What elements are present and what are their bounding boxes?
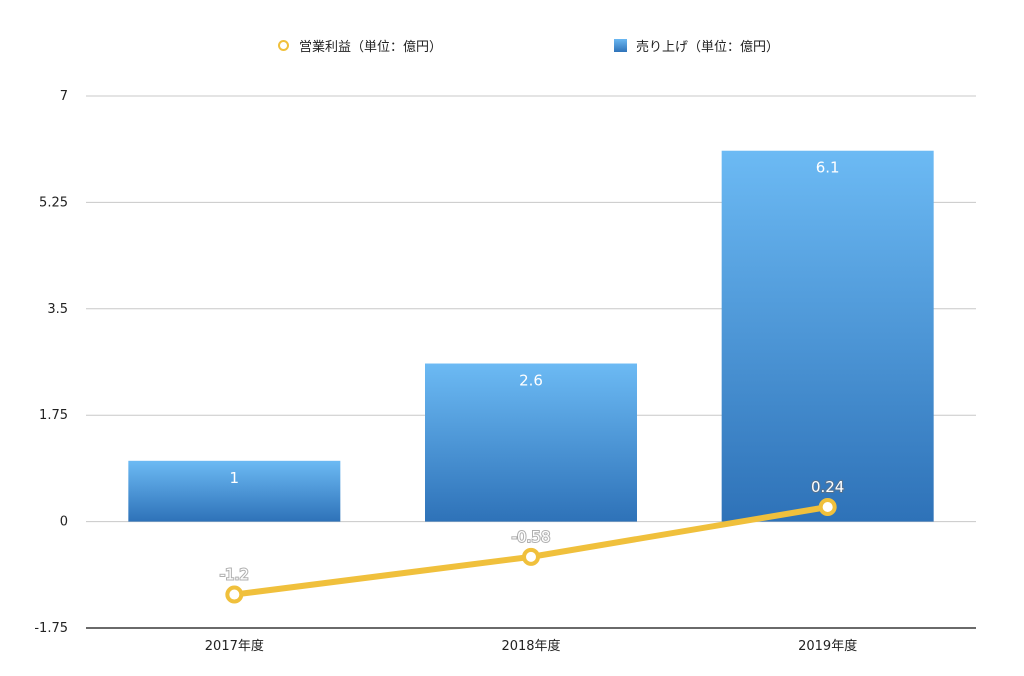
- legend-entry-operating-profit: 営業利益（単位：億円）: [278, 36, 442, 55]
- operating-profit-point: [225, 585, 244, 604]
- sales-bar: [721, 150, 934, 522]
- y-tick-label: 7: [60, 89, 68, 104]
- sales-bar: [128, 460, 341, 522]
- sales-bar-label: 1: [230, 469, 240, 487]
- operating-profit-point: [818, 498, 837, 517]
- legend-square-icon: [614, 39, 627, 52]
- legend-entry-sales: 売り上げ（単位：億円）: [614, 36, 779, 55]
- sales-bar-label: 2.6: [519, 372, 543, 390]
- operating-profit-label: -1.2: [220, 566, 249, 584]
- operating-profit-point: [522, 547, 540, 566]
- legend-circle-icon: [278, 40, 289, 51]
- operating-profit-label: -0.58: [512, 528, 551, 546]
- y-tick-label: 5.25: [39, 195, 68, 210]
- sales-bar: [425, 363, 637, 522]
- y-tick-label: 3.5: [47, 302, 68, 317]
- legend-label-operating-profit: 営業利益（単位：億円）: [299, 40, 443, 55]
- y-tick-label: -1.75: [34, 621, 68, 636]
- chart-legend: 営業利益（単位：億円） 売り上げ（単位：億円）: [0, 36, 1024, 60]
- x-tick-label: 2018年度: [501, 638, 560, 654]
- y-tick-label: 0: [60, 515, 68, 530]
- y-tick-label: 1.75: [39, 408, 68, 423]
- operating-profit-label: 0.24: [811, 478, 844, 496]
- sales-bar-label: 6.1: [816, 159, 840, 177]
- x-tick-label: 2019年度: [798, 638, 857, 654]
- legend-label-sales: 売り上げ（単位：億円）: [636, 40, 780, 55]
- x-tick-label: 2017年度: [205, 638, 264, 654]
